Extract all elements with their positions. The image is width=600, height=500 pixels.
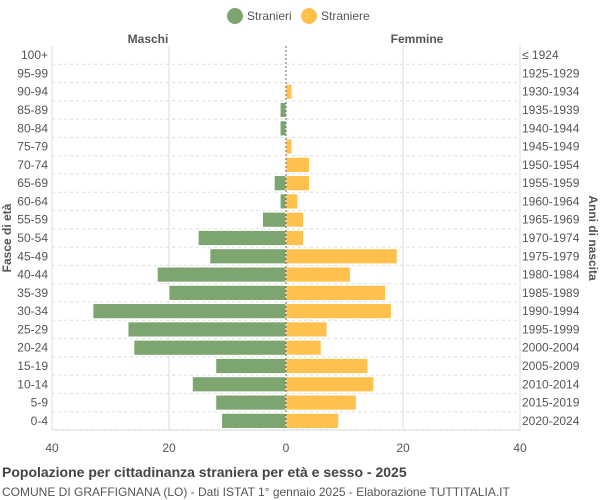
x-tick-label: 20	[162, 441, 176, 455]
age-label: 20-24	[17, 341, 48, 355]
bar-female	[285, 412, 340, 429]
bar-female	[285, 284, 386, 301]
birth-year-label: 2020-2024	[522, 414, 580, 428]
age-label: 40-44	[17, 268, 48, 282]
age-label: 70-74	[17, 158, 48, 172]
bar-male	[279, 193, 287, 210]
bar-female	[285, 266, 351, 283]
bar-female	[285, 394, 357, 411]
x-tick-label: 20	[396, 441, 410, 455]
bar-female	[285, 303, 392, 320]
bar-male	[168, 284, 287, 301]
birth-year-label: 1975-1979	[522, 249, 580, 263]
age-label: 50-54	[17, 231, 48, 245]
age-label: 100+	[21, 48, 48, 62]
birth-year-label: 1990-1994	[522, 304, 580, 318]
bar-female	[285, 175, 310, 192]
legend-marker-straniere	[301, 8, 317, 24]
age-label: 60-64	[17, 194, 48, 208]
bar-male	[279, 102, 287, 118]
legend-marker-stranieri	[227, 8, 243, 24]
bar-male	[127, 321, 287, 338]
birth-year-label: 1940-1944	[522, 121, 580, 135]
age-label: 30-34	[17, 304, 48, 318]
x-tick-label: 40	[513, 441, 527, 455]
bar-female	[285, 83, 293, 100]
age-label: 65-69	[17, 176, 48, 190]
age-label: 55-59	[17, 213, 48, 227]
bar-male	[262, 211, 287, 228]
bar-male	[92, 303, 287, 320]
x-tick-label: 0	[283, 441, 290, 455]
age-label: 95-99	[17, 66, 48, 80]
male-header: Maschi	[128, 32, 169, 46]
birth-year-label: 1955-1959	[522, 176, 580, 190]
chart-subtitle: COMUNE DI GRAFFIGNANA (LO) - Dati ISTAT …	[2, 485, 510, 499]
age-label: 85-89	[17, 103, 48, 117]
bar-male	[215, 394, 287, 411]
bar-female	[285, 138, 293, 155]
birth-year-label: 2005-2009	[522, 359, 580, 373]
legend-label-straniere: Straniere	[321, 9, 370, 23]
bar-female	[285, 358, 369, 374]
y-axis-label-right: Anni di nascita	[586, 195, 600, 281]
y-axis-label-left: Fasce di età	[0, 203, 14, 272]
bar-female	[285, 193, 299, 210]
bar-male	[209, 248, 287, 265]
birth-year-label: 1970-1974	[522, 231, 580, 245]
bar-male	[191, 376, 287, 393]
birth-year-label: ≤ 1924	[522, 48, 559, 62]
age-label: 80-84	[17, 121, 48, 135]
bar-male	[221, 412, 287, 429]
birth-year-label: 1995-1999	[522, 322, 580, 336]
birth-year-label: 1985-1989	[522, 286, 580, 300]
age-label: 75-79	[17, 140, 48, 154]
age-label: 5-9	[31, 396, 49, 410]
birth-year-label: 1960-1964	[522, 194, 580, 208]
bar-male	[156, 266, 287, 283]
bar-female	[285, 376, 375, 393]
age-label: 35-39	[17, 286, 48, 300]
birth-year-label: 1925-1929	[522, 66, 580, 80]
birth-year-label: 1950-1954	[522, 158, 580, 172]
birth-year-label: 1965-1969	[522, 213, 580, 227]
bar-female	[285, 230, 304, 246]
birth-year-label: 1980-1984	[522, 268, 580, 282]
bar-male	[279, 120, 287, 137]
age-label: 45-49	[17, 249, 48, 263]
bar-male	[273, 175, 287, 192]
legend-label-stranieri: Stranieri	[247, 9, 292, 23]
age-label: 90-94	[17, 85, 48, 99]
birth-year-label: 1935-1939	[522, 103, 580, 117]
age-label: 10-14	[17, 377, 48, 391]
bar-male	[215, 358, 287, 374]
age-label: 25-29	[17, 322, 48, 336]
chart-title: Popolazione per cittadinanza straniera p…	[2, 464, 407, 480]
birth-year-label: 1930-1934	[522, 85, 580, 99]
bar-female	[285, 156, 310, 173]
bar-male	[197, 230, 287, 246]
age-label: 0-4	[31, 414, 49, 428]
bar-male	[133, 339, 287, 356]
birth-year-label: 2015-2019	[522, 396, 580, 410]
bar-female	[285, 248, 398, 265]
birth-year-label: 2010-2014	[522, 377, 580, 391]
age-label: 15-19	[17, 359, 48, 373]
female-header: Femmine	[391, 32, 444, 46]
bar-female	[285, 339, 322, 356]
birth-year-label: 2000-2004	[522, 341, 580, 355]
birth-year-label: 1945-1949	[522, 140, 580, 154]
x-tick-label: 40	[45, 441, 59, 455]
bar-female	[285, 321, 328, 338]
bar-female	[285, 211, 304, 228]
